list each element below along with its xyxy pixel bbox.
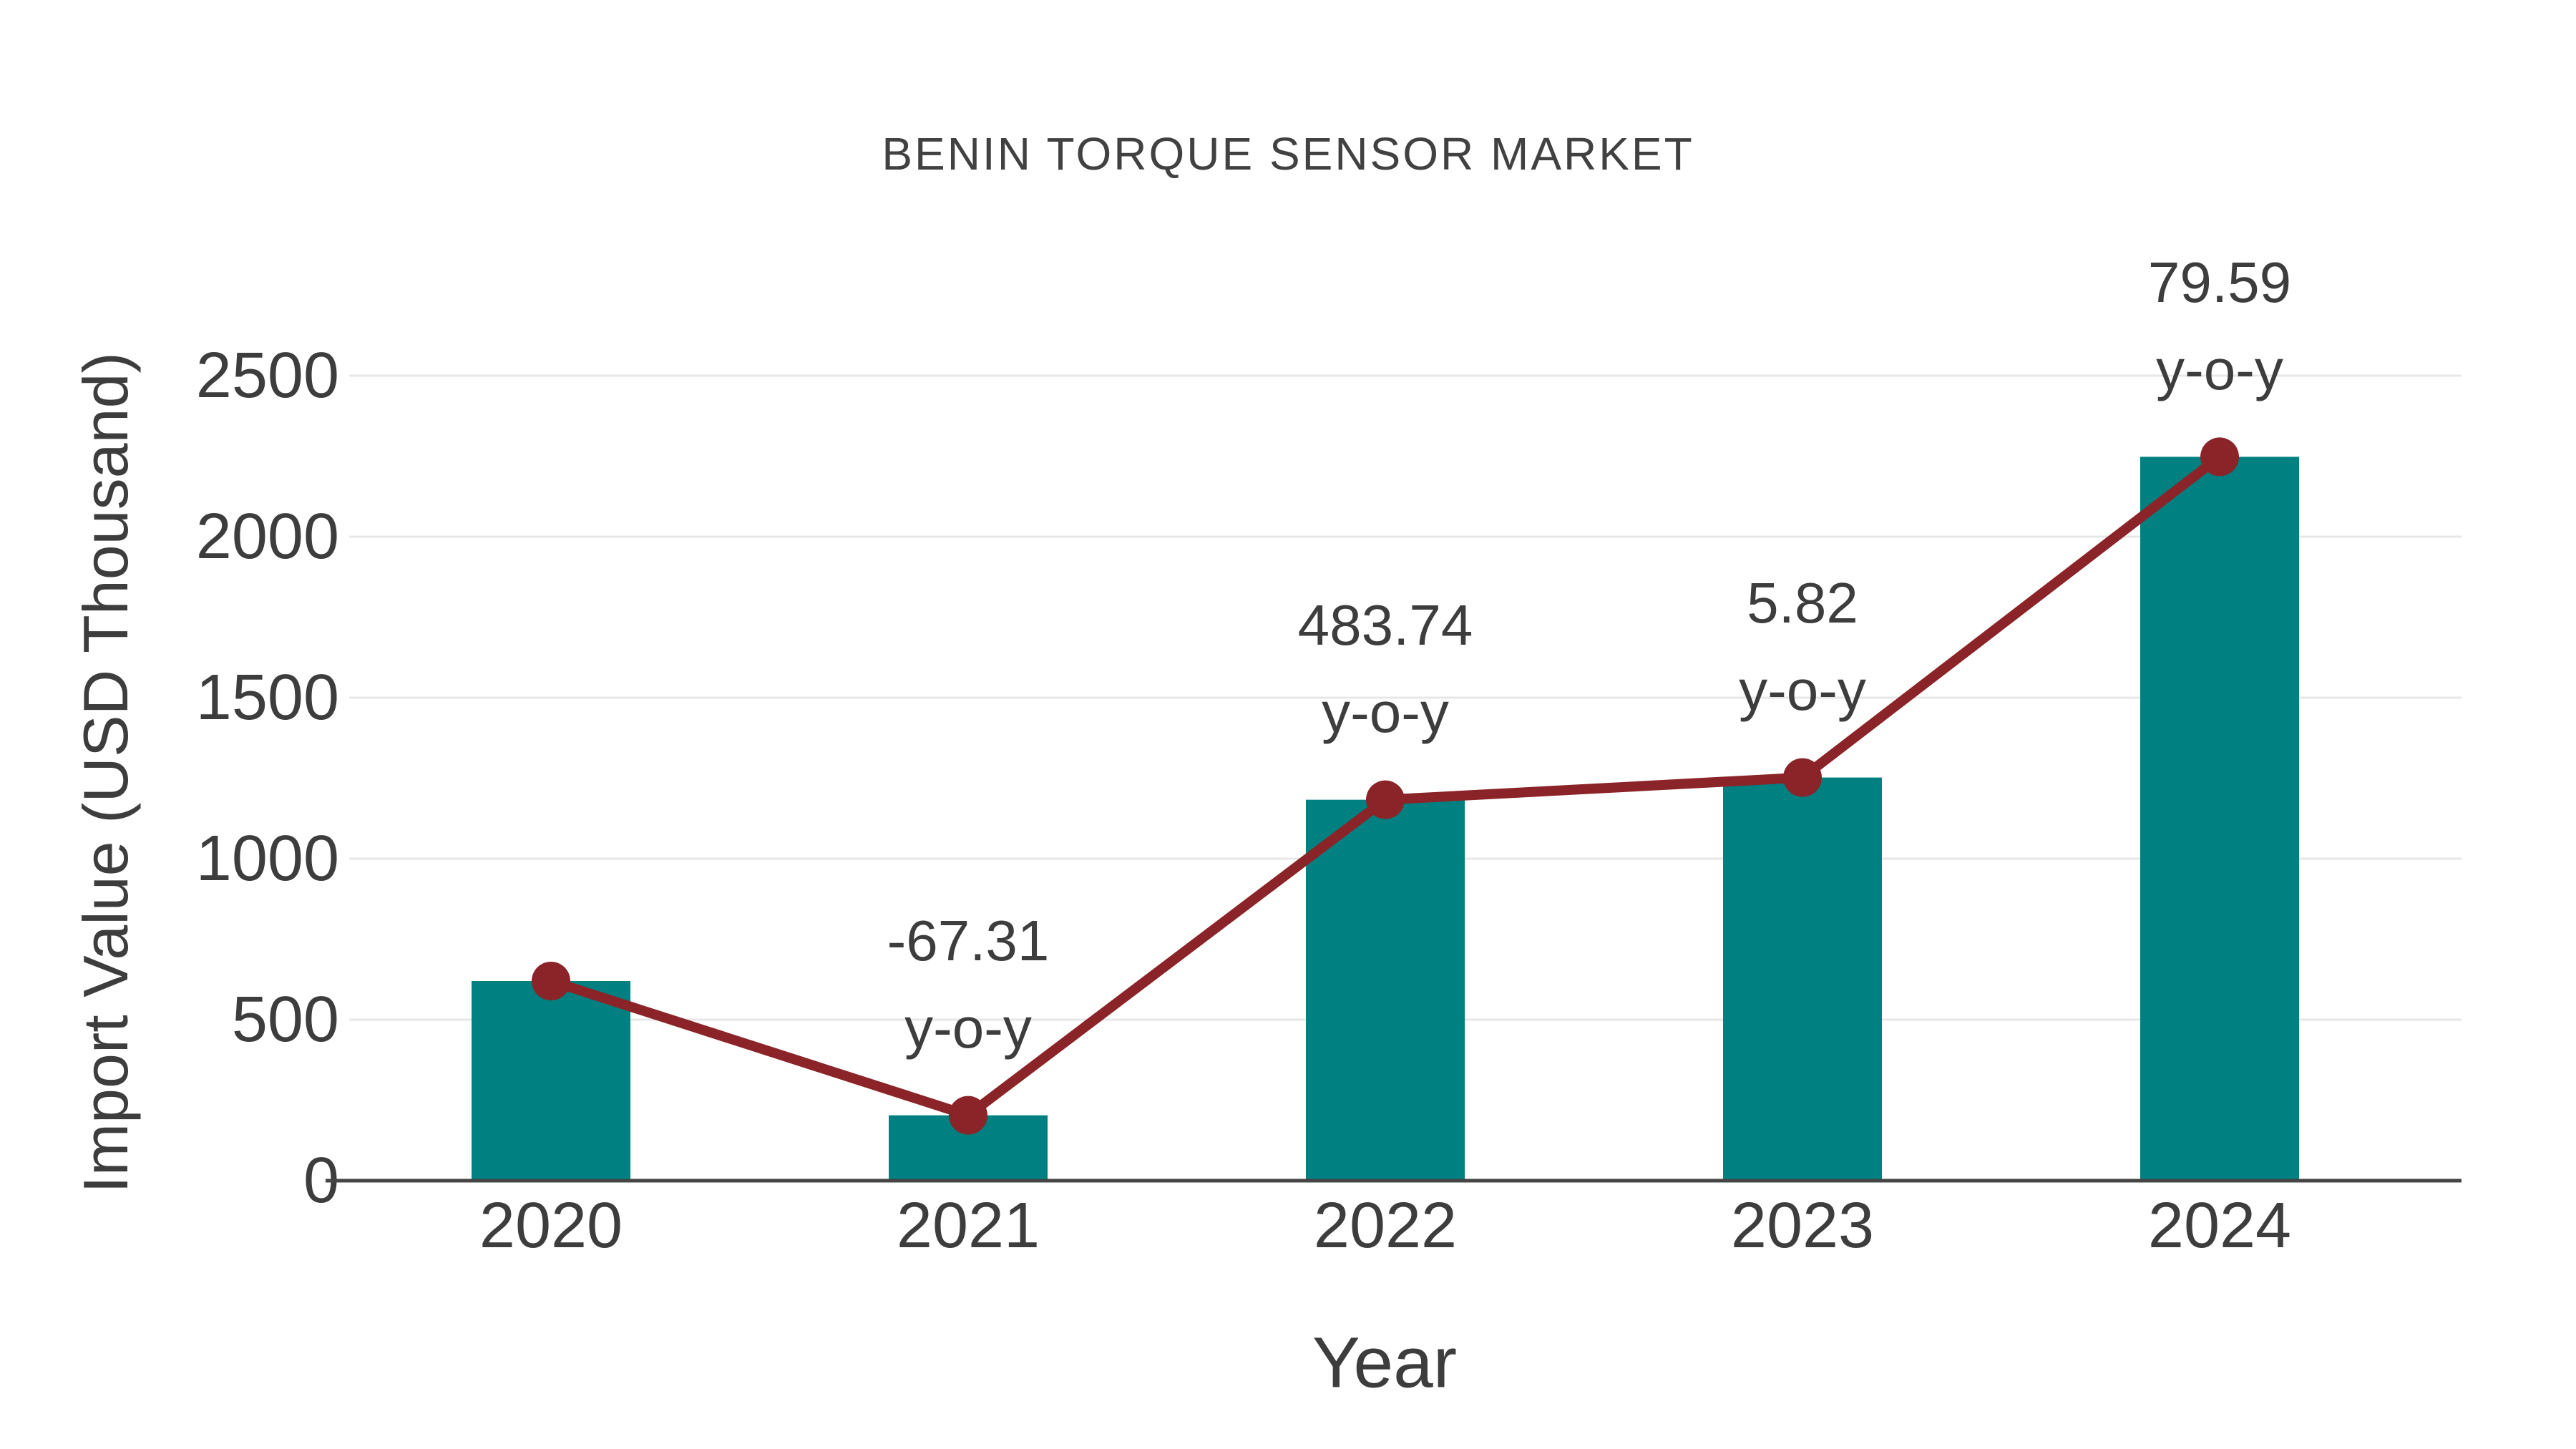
bar-2022 (1306, 799, 1465, 1181)
x-axis-title: Year (1312, 1322, 1458, 1403)
yoy-suffix-2023: y-o-y (1739, 658, 1866, 722)
yoy-value-2024: 79.59 (2148, 250, 2291, 314)
yoy-value-2023: 5.82 (1747, 571, 1858, 635)
marker-2024 (2200, 437, 2239, 477)
x-tick-label-2021: 2021 (897, 1190, 1040, 1262)
yoy-value-2021: -67.31 (887, 909, 1050, 972)
y-tick-label-1500: 1500 (196, 662, 339, 733)
y-tick-label-500: 500 (232, 984, 339, 1055)
y-tick-label-1000: 1000 (196, 823, 339, 894)
yoy-suffix-2022: y-o-y (1322, 680, 1449, 744)
marker-2022 (1366, 780, 1405, 819)
x-tick-label-2023: 2023 (1731, 1190, 1874, 1262)
x-tick-label-2020: 2020 (479, 1190, 623, 1262)
x-tick-label-2024: 2024 (2148, 1190, 2291, 1262)
marker-2021 (949, 1096, 987, 1135)
x-tick-label-2022: 2022 (1314, 1190, 1457, 1262)
bar-2020 (472, 981, 630, 1181)
yoy-suffix-2021: y-o-y (904, 996, 1032, 1060)
marker-2020 (532, 962, 570, 1000)
bar-2023 (1723, 777, 1882, 1181)
yoy-suffix-2024: y-o-y (2156, 338, 2283, 401)
chart-title: BENIN TORQUE SENSOR MARKET (882, 128, 1694, 180)
marker-2023 (1783, 758, 1822, 797)
bar-2024 (2140, 457, 2299, 1181)
y-tick-label-2500: 2500 (196, 340, 339, 411)
yoy-value-2022: 483.74 (1298, 593, 1473, 657)
y-tick-label-2000: 2000 (196, 501, 339, 572)
